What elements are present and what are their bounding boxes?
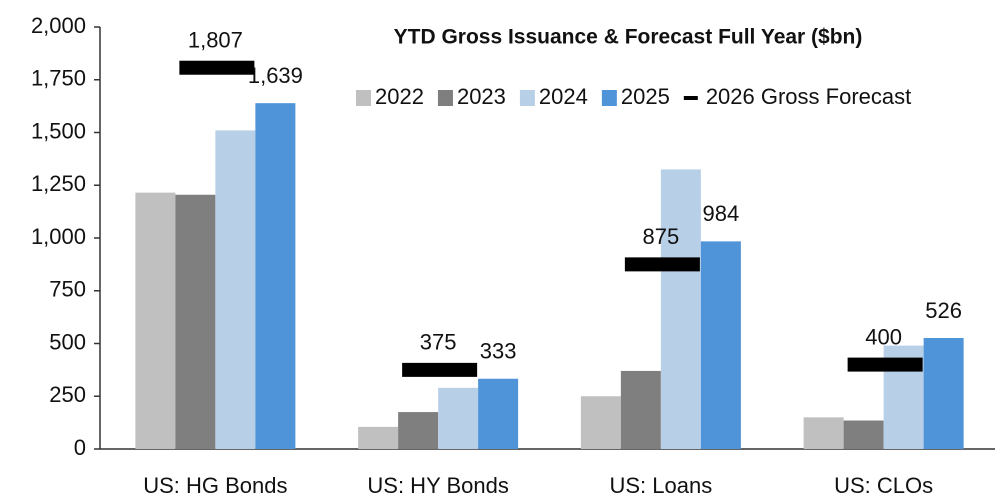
bar [580,396,621,449]
bar [843,420,884,449]
forecast-marker [847,357,923,372]
legend-label: 2025 [621,84,670,109]
forecast-marker [179,60,255,75]
legend-swatch [356,90,371,106]
bar [700,241,741,449]
y-tick-label: 1,500 [31,118,86,143]
data-label: 333 [480,339,517,364]
data-label: 1,639 [248,63,303,88]
bar [358,426,399,449]
y-tick-label: 750 [49,277,86,302]
y-tick-label: 0 [74,435,86,460]
bar [175,194,216,449]
forecast-marker [402,362,478,377]
y-tick-label: 1,250 [31,171,86,196]
x-tick-label: US: HY Bonds [367,473,508,498]
data-label: 375 [420,330,457,355]
legend-swatch [519,90,535,106]
data-label: 526 [925,298,962,323]
data-label: 1,807 [188,28,243,53]
bar [255,103,296,450]
bar [438,387,479,449]
data-label: 875 [643,224,680,249]
y-tick-label: 250 [49,382,86,407]
bar [398,412,439,449]
y-tick-label: 2,000 [31,13,86,38]
legend-label: 2024 [539,84,588,109]
bar [923,338,964,449]
x-tick-label: US: CLOs [834,473,933,498]
legend-label: 2026 Gross Forecast [706,84,911,109]
bar [620,370,661,449]
legend-label: 2023 [457,84,506,109]
y-tick-label: 1,750 [31,66,86,91]
forecast-marker [624,257,700,272]
y-tick-label: 500 [49,329,86,354]
x-tick-label: US: HG Bonds [143,473,287,498]
data-label: 400 [865,324,902,349]
bar [660,169,701,450]
chart-title: YTD Gross Issuance & Forecast Full Year … [394,26,863,49]
legend-swatch [601,90,617,106]
x-tick-label: US: Loans [610,473,713,498]
bar [135,192,176,449]
legend-swatch [437,90,453,106]
legend-label: 2022 [375,84,424,109]
bar [215,130,256,449]
data-label: 984 [703,201,740,226]
y-tick-label: 1,000 [31,224,86,249]
bar [478,378,519,449]
bar [803,417,844,449]
